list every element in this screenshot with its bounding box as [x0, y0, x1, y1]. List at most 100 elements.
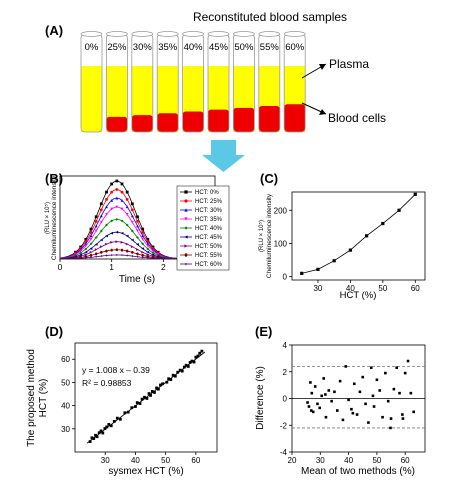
- series-point: [115, 240, 119, 244]
- tube-rack: 0% 25% 30% 35% 40% 45% 50% 55% 60%: [80, 31, 306, 133]
- legend-marker: [184, 262, 188, 266]
- data-point: [182, 365, 186, 369]
- panel-b-letter: (B): [45, 171, 63, 186]
- data-point: [389, 417, 393, 420]
- series-point: [141, 242, 145, 246]
- series-point: [110, 253, 114, 257]
- data-point: [369, 366, 373, 370]
- x-tick-label: 30: [313, 284, 322, 293]
- series-point: [105, 234, 108, 238]
- series-point: [120, 240, 124, 244]
- panel-b-legend: HCT: 0% HCT: 25% HCT: 30% HCT: 35% HCT: 40% H…: [180, 190, 223, 268]
- series-point: [125, 198, 129, 201]
- series-point: [115, 196, 119, 200]
- panel-e-plot: [292, 359, 425, 430]
- legend-entry: HCT: 45%: [195, 235, 223, 241]
- series-point: [120, 190, 124, 194]
- series-point: [115, 217, 119, 221]
- data-point: [165, 380, 169, 384]
- series-point: [120, 207, 124, 211]
- series-point: [136, 255, 139, 259]
- series-point: [89, 227, 93, 231]
- data-point: [161, 382, 165, 386]
- panel-c-axes: 30 40 50 60 0 100 200: [274, 206, 421, 293]
- series-point: [84, 237, 88, 241]
- panel-e-letter: (E): [255, 324, 272, 339]
- y-tick-label: -2: [280, 421, 288, 430]
- data-point: [313, 385, 317, 388]
- series-point: [110, 219, 114, 223]
- series-point: [125, 242, 129, 246]
- data-point: [350, 407, 353, 411]
- data-point: [109, 424, 113, 428]
- series-point: [79, 253, 83, 257]
- series-point: [151, 249, 155, 253]
- data-point: [335, 409, 339, 412]
- data-point: [310, 391, 314, 395]
- series-point: [120, 248, 124, 252]
- tube-rim: [258, 31, 281, 37]
- x-tick-label: 20: [288, 456, 297, 465]
- series-point: [115, 248, 119, 252]
- data-point: [364, 402, 367, 406]
- series-point: [84, 244, 88, 248]
- legend-marker: [184, 253, 188, 257]
- data-point: [126, 410, 130, 414]
- data-point: [123, 411, 127, 415]
- series-point: [89, 230, 93, 234]
- data-point: [403, 371, 407, 375]
- series-point: [99, 220, 103, 224]
- data-point: [333, 390, 336, 394]
- y-tick-label: 4: [283, 341, 288, 350]
- data-point: [198, 351, 202, 355]
- x-tick-label: 50: [378, 284, 387, 293]
- series-point: [110, 207, 114, 211]
- panel-d-letter: (D): [45, 324, 63, 339]
- tube-label: 60%: [285, 42, 305, 53]
- series-point: [74, 257, 77, 259]
- data-point: [95, 435, 99, 439]
- series-point: [110, 240, 114, 244]
- data-point: [358, 390, 362, 394]
- series-point: [105, 223, 108, 227]
- legend-entry: HCT: 55%: [195, 253, 223, 259]
- series-point: [94, 236, 98, 239]
- series-point: [105, 198, 108, 201]
- data-point: [338, 379, 342, 383]
- series-point: [94, 229, 98, 233]
- data-point: [115, 416, 119, 420]
- series-point: [94, 255, 98, 259]
- tube-label: 45%: [209, 42, 229, 53]
- x-tick-label: 30: [101, 456, 110, 465]
- panel-e-axes: 20 30 40 50 60 -4 -2 0 2 4: [280, 341, 410, 465]
- series-point: [115, 230, 119, 234]
- data-point: [320, 394, 324, 398]
- series-point: [130, 250, 134, 254]
- series-point: [99, 238, 103, 242]
- series-point: [94, 248, 98, 251]
- data-point: [392, 387, 396, 391]
- data-point: [309, 409, 313, 412]
- x-tick-label: 50: [161, 456, 170, 465]
- series-point: [84, 247, 88, 251]
- data-point: [147, 392, 151, 395]
- panel-d-axes: 30 40 50 60 30 40 50 60: [61, 355, 201, 465]
- cells-label: Blood cells: [328, 111, 386, 125]
- data-point: [365, 234, 369, 238]
- legend-marker: [184, 226, 188, 230]
- series-point: [136, 229, 139, 233]
- x-tick-label: 40: [346, 284, 355, 293]
- legend-entry: HCT: 50%: [195, 244, 223, 250]
- series-point: [146, 256, 150, 259]
- data-point: [330, 399, 333, 403]
- series-point: [99, 254, 103, 258]
- series-point: [99, 229, 103, 233]
- data-point: [169, 378, 173, 382]
- series-point: [79, 256, 83, 259]
- data-point: [348, 248, 352, 252]
- data-point: [97, 431, 101, 435]
- series-point: [110, 248, 114, 252]
- cells-layer: [157, 113, 179, 132]
- series-point: [79, 251, 83, 255]
- data-point: [332, 259, 336, 263]
